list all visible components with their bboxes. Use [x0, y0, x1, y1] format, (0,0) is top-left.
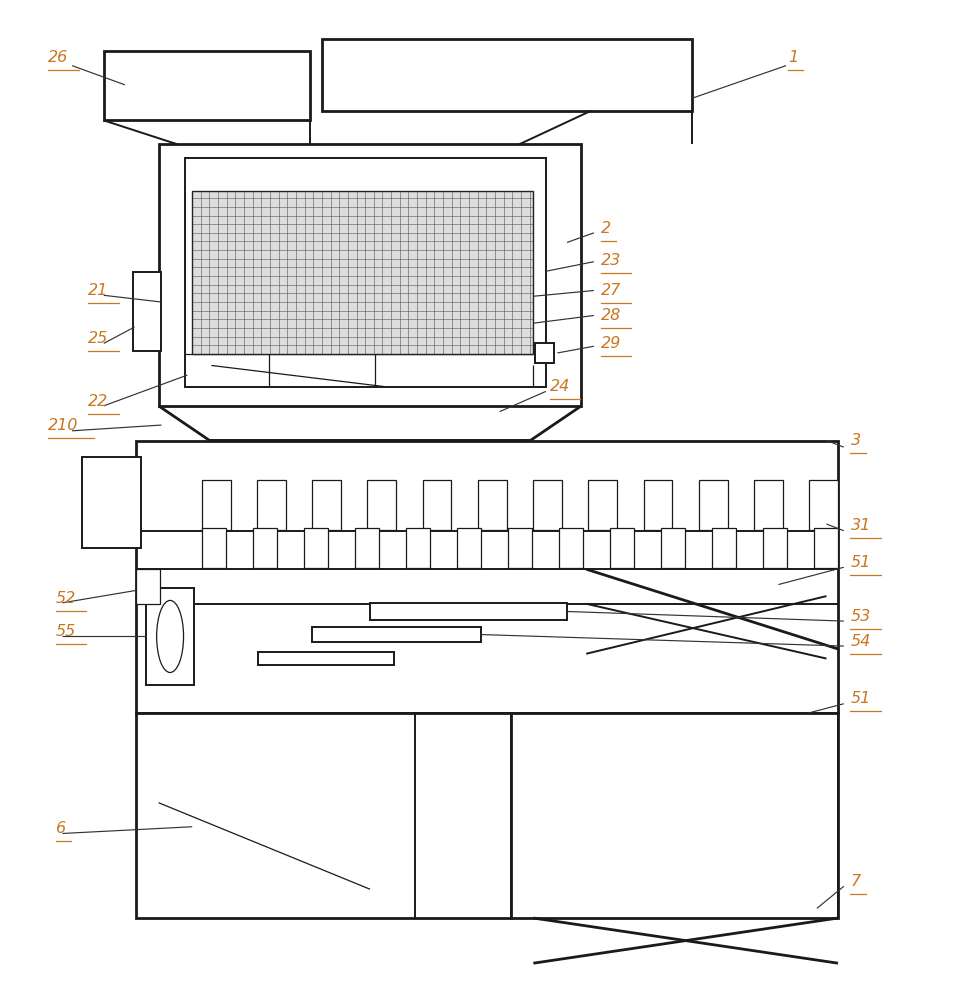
Text: 21: 21 — [88, 283, 109, 298]
Bar — [133, 272, 161, 351]
Text: 28: 28 — [601, 308, 621, 323]
Bar — [754, 480, 783, 530]
Bar — [511, 713, 838, 918]
Text: 22: 22 — [88, 394, 109, 409]
Text: 6: 6 — [56, 821, 66, 836]
Bar — [104, 51, 310, 120]
Bar — [406, 528, 430, 568]
Bar — [559, 528, 583, 568]
Bar — [535, 343, 554, 363]
Text: 54: 54 — [850, 634, 871, 649]
Bar — [202, 528, 226, 568]
Bar — [82, 457, 141, 548]
Text: 23: 23 — [601, 253, 621, 268]
Text: 31: 31 — [850, 518, 871, 533]
Bar — [814, 528, 838, 568]
Text: 51: 51 — [850, 691, 871, 706]
Bar — [699, 480, 727, 530]
Bar — [322, 39, 692, 111]
Bar — [136, 713, 511, 918]
Text: 52: 52 — [56, 591, 76, 606]
Bar — [312, 627, 480, 642]
Bar — [533, 480, 562, 530]
Bar — [588, 480, 617, 530]
Bar — [202, 480, 231, 530]
Bar — [312, 480, 341, 530]
Text: 55: 55 — [56, 624, 76, 639]
Text: 26: 26 — [48, 50, 68, 65]
Bar — [258, 652, 394, 665]
Bar — [304, 528, 328, 568]
Bar — [185, 158, 546, 387]
Bar — [507, 528, 532, 568]
Bar — [644, 480, 673, 530]
Text: 27: 27 — [601, 283, 621, 298]
Bar — [355, 528, 379, 568]
Text: 210: 210 — [48, 418, 79, 433]
Text: 51: 51 — [850, 555, 871, 570]
Bar — [809, 480, 838, 530]
Text: 24: 24 — [550, 379, 570, 394]
Text: 25: 25 — [88, 331, 109, 346]
Text: 3: 3 — [850, 433, 861, 448]
Bar — [136, 569, 160, 604]
Text: 7: 7 — [850, 874, 861, 889]
Text: 2: 2 — [601, 221, 611, 236]
Bar — [253, 528, 277, 568]
Bar — [159, 144, 581, 406]
Bar — [456, 528, 480, 568]
Text: 53: 53 — [850, 609, 871, 624]
Bar — [136, 441, 838, 713]
Bar — [610, 528, 634, 568]
Bar — [661, 528, 685, 568]
Bar — [192, 191, 533, 354]
Text: 1: 1 — [788, 50, 799, 65]
Bar — [423, 480, 452, 530]
Text: 29: 29 — [601, 336, 621, 351]
Bar — [763, 528, 787, 568]
Bar — [712, 528, 736, 568]
Bar — [478, 480, 506, 530]
Bar — [146, 588, 194, 685]
Bar — [192, 191, 533, 354]
Bar — [370, 603, 567, 620]
Bar — [367, 480, 396, 530]
Bar — [257, 480, 285, 530]
